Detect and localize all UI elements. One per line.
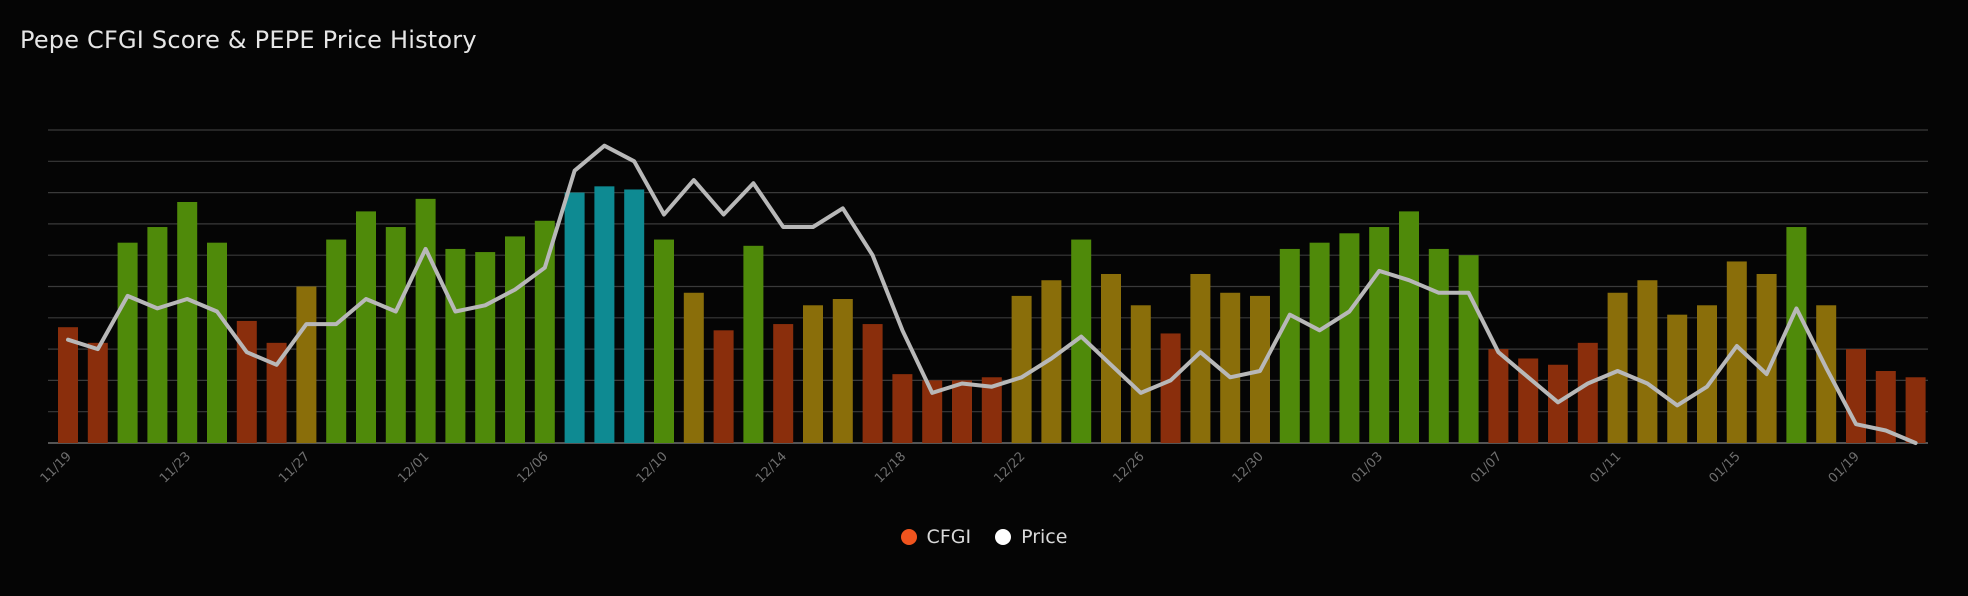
cfgi-bar[interactable] xyxy=(58,327,78,443)
x-tick-label: 01/19 xyxy=(1826,449,1863,486)
cfgi-bar[interactable] xyxy=(415,198,436,443)
cfgi-bar[interactable] xyxy=(385,227,406,443)
cfgi-bar[interactable] xyxy=(773,324,794,443)
cfgi-bar[interactable] xyxy=(177,201,198,443)
cfgi-bar[interactable] xyxy=(1339,233,1360,443)
legend-label-price: Price xyxy=(1021,526,1068,548)
cfgi-bar[interactable] xyxy=(326,239,347,443)
cfgi-bar[interactable] xyxy=(1130,305,1151,443)
cfgi-bar[interactable] xyxy=(862,324,883,443)
cfgi-bar[interactable] xyxy=(1846,349,1866,443)
cfgi-bar[interactable] xyxy=(1488,349,1509,443)
cfgi-bar[interactable] xyxy=(892,374,913,443)
cfgi-bar[interactable] xyxy=(1309,242,1330,443)
x-tick-label: 12/10 xyxy=(634,449,671,486)
cfgi-bar[interactable] xyxy=(1875,371,1896,443)
cfgi-bar[interactable] xyxy=(832,299,853,443)
price-line[interactable] xyxy=(66,143,1918,445)
x-tick-label: 12/14 xyxy=(753,449,790,486)
cfgi-bar[interactable] xyxy=(1220,292,1241,443)
cfgi-bar[interactable] xyxy=(1041,280,1062,443)
cfgi-legend-dot xyxy=(900,529,917,545)
x-tick-label: 11/19 xyxy=(38,449,75,486)
cfgi-bar[interactable] xyxy=(296,286,317,444)
cfgi-bar[interactable] xyxy=(564,192,585,443)
legend-label-cfgi: CFGI xyxy=(926,526,972,548)
cfgi-bar[interactable] xyxy=(624,189,645,443)
cfgi-bar[interactable] xyxy=(1667,314,1688,443)
cfgi-bar[interactable] xyxy=(743,245,764,443)
cfgi-bar[interactable] xyxy=(1101,273,1121,443)
cfgi-bar[interactable] xyxy=(981,377,1002,443)
cfgi-bar[interactable] xyxy=(683,292,704,443)
cfgi-bar[interactable] xyxy=(803,305,823,443)
cfgi-bar[interactable] xyxy=(87,342,108,443)
x-tick-label: 12/30 xyxy=(1230,449,1267,486)
cfgi-bar[interactable] xyxy=(117,242,138,443)
cfgi-bar[interactable] xyxy=(1816,305,1837,443)
x-tick-label: 01/11 xyxy=(1587,449,1624,486)
cfgi-bar[interactable] xyxy=(1160,333,1181,443)
cfgi-bar[interactable] xyxy=(1607,292,1628,443)
cfgi-bar[interactable] xyxy=(1726,261,1747,443)
cfgi-bar[interactable] xyxy=(1905,377,1926,443)
x-tick-label: 11/27 xyxy=(276,449,313,486)
cfgi-bar[interactable] xyxy=(1786,227,1807,443)
price-legend-dot xyxy=(995,529,1012,545)
legend-item-cfgi[interactable]: CFGI xyxy=(900,526,972,548)
cfgi-bar[interactable] xyxy=(505,236,525,443)
price-line-group xyxy=(66,143,1918,445)
legend-item-price[interactable]: Price xyxy=(995,526,1067,548)
cfgi-bar[interactable] xyxy=(1637,280,1658,443)
cfgi-bar[interactable] xyxy=(445,248,466,443)
cfgi-bar[interactable] xyxy=(1697,305,1717,443)
cfgi-bar[interactable] xyxy=(147,227,168,443)
cfgi-bar[interactable] xyxy=(922,380,943,443)
x-tick-label: 01/15 xyxy=(1707,449,1744,486)
x-tick-label: 12/06 xyxy=(515,449,552,486)
cfgi-bar[interactable] xyxy=(266,342,287,443)
cfgi-bar[interactable] xyxy=(1190,273,1211,443)
cfgi-bar[interactable] xyxy=(207,242,227,443)
x-tick-label: 12/26 xyxy=(1111,449,1148,486)
cfgi-bar[interactable] xyxy=(1428,248,1449,443)
x-axis-ticks: 11/19 11/23 11/27 12/01 12/06 12/10 12/14 12/18… xyxy=(38,449,1863,486)
cfgi-bar[interactable] xyxy=(1577,342,1598,443)
cfgi-bar[interactable] xyxy=(534,220,555,443)
cfgi-bar[interactable] xyxy=(1369,227,1390,443)
cfgi-bar[interactable] xyxy=(952,380,972,443)
cfgi-bar[interactable] xyxy=(356,211,376,443)
cfgi-bar[interactable] xyxy=(594,186,615,443)
cfgi-bar[interactable] xyxy=(1011,295,1032,443)
cfgi-bar[interactable] xyxy=(654,239,674,443)
cfgi-bar[interactable] xyxy=(475,252,496,443)
chart-title: Pepe CFGI Score & PEPE Price History xyxy=(20,26,477,54)
x-tick-label: 11/23 xyxy=(157,449,194,486)
cfgi-bar[interactable] xyxy=(1756,273,1777,443)
x-tick-label: 12/22 xyxy=(991,449,1028,486)
x-tick-label: 12/01 xyxy=(395,449,432,486)
chart-legend: CFGI Price xyxy=(0,526,1968,548)
cfgi-bar[interactable] xyxy=(236,320,257,443)
cfgi-bar[interactable] xyxy=(1071,239,1092,443)
cfgi-bar[interactable] xyxy=(713,330,734,443)
x-tick-label: 01/03 xyxy=(1349,449,1386,486)
cfgi-bar[interactable] xyxy=(1399,211,1419,443)
x-tick-label: 12/18 xyxy=(872,449,909,486)
cfgi-bar[interactable] xyxy=(1279,248,1300,443)
cfgi-bars xyxy=(58,186,1926,443)
cfgi-bar[interactable] xyxy=(1458,255,1479,443)
x-tick-label: 01/07 xyxy=(1468,449,1505,486)
